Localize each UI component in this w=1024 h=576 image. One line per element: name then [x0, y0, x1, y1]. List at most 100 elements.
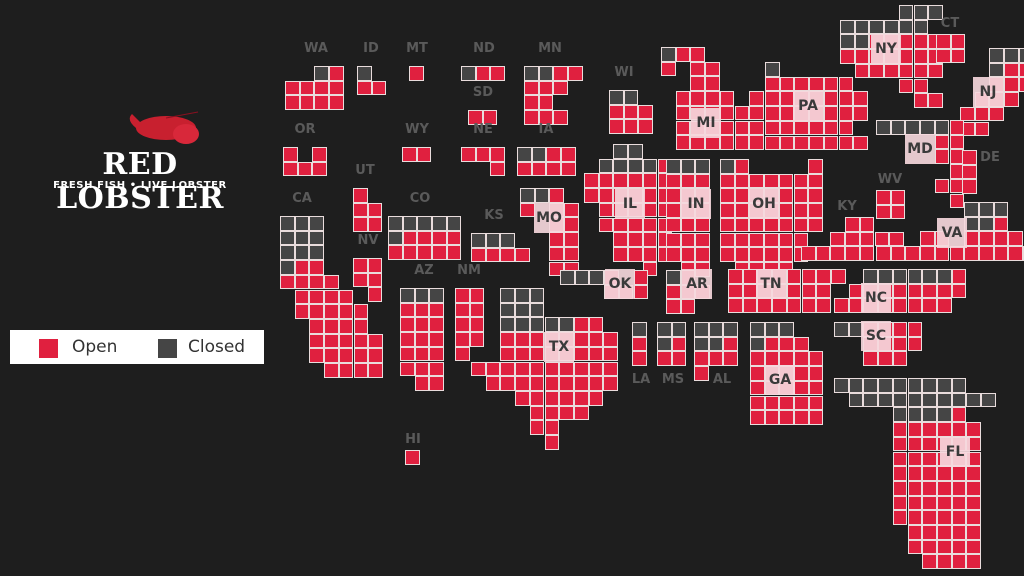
open-location-tile: [734, 232, 750, 248]
closed-location-tile: [694, 336, 709, 352]
open-location-tile: [338, 289, 354, 305]
open-location-tile: [628, 232, 643, 247]
open-location-tile: [520, 202, 535, 218]
closed-location-tile: [892, 392, 908, 408]
closed-location-tile: [884, 19, 899, 35]
open-location-tile: [461, 147, 476, 162]
open-location-tile: [786, 298, 802, 314]
open-location-tile: [680, 232, 696, 248]
open-location-tile: [517, 161, 532, 177]
open-location-tile: [367, 202, 383, 218]
closed-location-tile: [657, 322, 672, 337]
open-location-tile: [633, 284, 649, 300]
open-location-tile: [854, 63, 870, 79]
open-location-tile: [546, 147, 562, 162]
open-legend-label: Open: [72, 337, 118, 357]
open-location-tile: [845, 231, 860, 247]
closed-location-tile: [485, 233, 501, 248]
closed-location-tile: [723, 322, 739, 337]
state-label: NY: [871, 34, 901, 64]
closed-location-tile: [922, 392, 937, 408]
open-location-tile: [859, 231, 875, 247]
open-location-tile: [283, 161, 298, 177]
open-location-tile: [695, 217, 711, 233]
open-location-tile: [779, 351, 795, 367]
closed-location-tile: [936, 392, 952, 408]
closed-location-tile: [529, 302, 545, 318]
open-location-tile: [400, 346, 415, 362]
closed-location-tile: [848, 378, 864, 393]
closed-location-tile: [694, 322, 709, 337]
closed-location-tile: [981, 392, 996, 408]
open-location-tile: [666, 203, 681, 218]
closed-location-tile: [1018, 48, 1024, 63]
open-location-tile: [823, 135, 839, 151]
open-location-tile: [455, 346, 470, 362]
open-location-tile: [892, 480, 908, 496]
open-location-tile: [734, 159, 750, 174]
open-location-tile: [934, 178, 950, 194]
open-location-tile: [936, 554, 952, 570]
open-location-tile: [869, 63, 885, 79]
open-location-tile: [749, 91, 764, 106]
open-location-tile: [778, 203, 794, 218]
closed-location-tile: [560, 270, 575, 285]
open-location-tile: [544, 405, 560, 421]
open-location-tile: [538, 110, 554, 125]
closed-location-tile: [657, 336, 672, 352]
open-location-tile: [808, 159, 823, 174]
open-location-tile: [936, 480, 952, 496]
lobster-icon: [129, 111, 199, 144]
open-location-tile: [500, 332, 516, 347]
open-location-tile: [816, 283, 831, 299]
open-location-tile: [324, 333, 339, 349]
open-location-tile: [329, 66, 344, 81]
open-location-tile: [808, 351, 824, 367]
closed-location-tile: [869, 19, 885, 35]
open-location-tile: [719, 135, 735, 150]
open-location-tile: [892, 451, 908, 467]
open-location-tile: [623, 104, 639, 120]
open-location-tile: [808, 410, 824, 425]
closed-location-tile: [878, 378, 893, 393]
state-label: KY: [837, 199, 857, 214]
open-location-tile: [690, 91, 706, 106]
open-location-tile: [734, 120, 750, 136]
open-location-tile: [890, 190, 906, 205]
open-location-tile: [367, 287, 383, 303]
state-label: AZ: [414, 263, 434, 278]
open-location-tile: [309, 274, 325, 290]
open-location-tile: [928, 63, 943, 79]
open-location-tile: [338, 348, 354, 363]
open-location-tile: [993, 216, 1009, 232]
open-location-tile: [402, 230, 418, 246]
open-location-tile: [723, 351, 739, 367]
closed-location-tile: [993, 202, 1009, 217]
open-location-tile: [573, 346, 589, 362]
open-location-tile: [559, 405, 574, 421]
open-location-tile: [934, 149, 950, 165]
state-label: HI: [405, 432, 421, 447]
open-location-tile: [913, 63, 929, 79]
state-label: NM: [457, 263, 481, 278]
open-location-tile: [549, 232, 565, 247]
state-label: UT: [355, 163, 375, 178]
open-location-tile: [936, 283, 952, 299]
open-location-tile: [1004, 77, 1019, 93]
open-location-tile: [978, 231, 994, 247]
open-location-tile: [808, 173, 823, 189]
open-location-tile: [936, 48, 951, 64]
open-location-tile: [749, 105, 764, 121]
open-location-tile: [749, 217, 765, 233]
state-label: NC: [861, 283, 891, 313]
open-location-tile: [598, 188, 614, 203]
open-location-tile: [675, 135, 691, 150]
open-location-tile: [416, 147, 432, 162]
open-location-tile: [922, 283, 937, 299]
open-location-tile: [779, 410, 795, 425]
closed-location-tile: [613, 144, 629, 159]
open-location-tile: [402, 245, 418, 261]
closed-location-tile: [848, 392, 864, 408]
open-location-tile: [794, 351, 809, 367]
open-location-tile: [568, 66, 583, 81]
